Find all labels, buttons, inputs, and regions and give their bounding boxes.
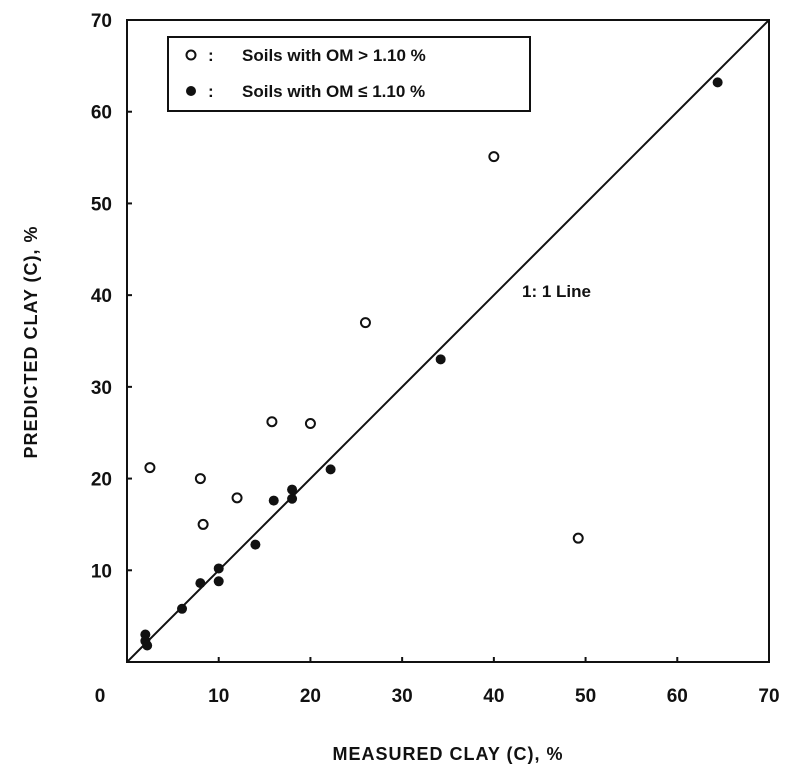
x-tick-label: 0 (95, 686, 106, 707)
x-tick-label: 20 (300, 686, 321, 707)
data-point-filled (435, 354, 446, 365)
data-point-filled (287, 484, 298, 495)
legend-box (167, 36, 531, 112)
data-point-filled (213, 576, 224, 587)
y-tick-label: 60 (91, 103, 112, 124)
data-point-open (359, 317, 371, 329)
legend-symbol-filled (186, 86, 196, 96)
legend-label-filled: Soils with OM ≤ 1.10 % (242, 82, 425, 101)
y-tick-label: 40 (91, 286, 112, 307)
x-tick-label: 10 (208, 686, 229, 707)
reference-line-label: 1: 1 Line (522, 282, 591, 301)
legend-symbol-open (185, 49, 197, 61)
data-point-filled (195, 578, 206, 589)
plot-frame (126, 19, 770, 663)
x-tick-label: 40 (483, 686, 504, 707)
data-point-filled (325, 464, 336, 475)
x-tick-label: 30 (392, 686, 413, 707)
x-tick-label: 70 (758, 686, 779, 707)
data-point-open (488, 151, 500, 163)
legend-separator-filled: : (208, 82, 214, 101)
y-tick-label: 10 (91, 561, 112, 582)
data-point-open (304, 418, 316, 430)
data-point-filled (268, 495, 279, 506)
y-tick-label: 50 (91, 194, 112, 215)
data-point-filled (712, 77, 723, 88)
data-point-filled (250, 539, 261, 550)
data-point-open (231, 492, 243, 504)
data-point-filled (213, 563, 224, 574)
one-to-one-line (126, 19, 770, 663)
y-tick-label: 30 (91, 378, 112, 399)
data-point-open (197, 518, 209, 530)
y-axis-title: PREDICTED CLAY (C), % (21, 225, 41, 458)
data-point-filled (142, 640, 153, 651)
x-tick-label: 60 (667, 686, 688, 707)
data-point-filled (177, 603, 188, 614)
y-tick-label: 70 (91, 11, 112, 32)
data-point-open (194, 473, 206, 485)
data-point-filled (287, 493, 298, 504)
data-point-open (144, 462, 156, 474)
y-tick-label: 20 (91, 470, 112, 491)
x-axis-title: MEASURED CLAY (C), % (332, 744, 563, 764)
legend-separator-open: : (208, 46, 214, 65)
legend-label-open: Soils with OM > 1.10 % (242, 46, 426, 65)
data-point-open (266, 416, 278, 428)
data-point-open (572, 532, 584, 544)
x-tick-label: 50 (575, 686, 596, 707)
